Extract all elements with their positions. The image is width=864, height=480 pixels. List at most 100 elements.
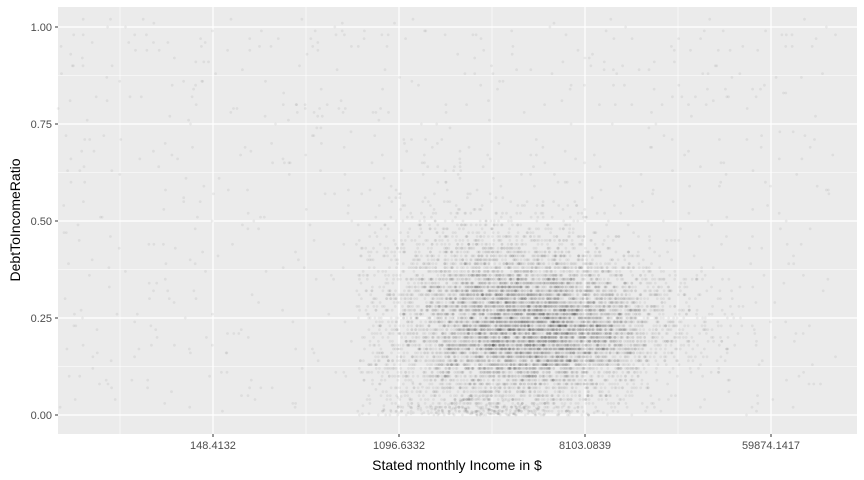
data-point	[739, 316, 742, 320]
data-point	[464, 351, 468, 355]
data-point	[589, 262, 593, 266]
data-point	[518, 328, 521, 331]
data-point	[488, 289, 492, 293]
data-point	[446, 363, 449, 366]
data-point	[620, 273, 623, 277]
data-point	[428, 367, 432, 370]
data-point	[633, 316, 637, 320]
data-point	[470, 273, 474, 277]
data-point	[504, 258, 507, 262]
data-point	[608, 293, 612, 297]
data-point	[640, 382, 644, 386]
data-point	[464, 367, 467, 370]
data-point	[595, 266, 599, 269]
data-point	[401, 308, 405, 312]
data-point	[497, 370, 501, 374]
data-point	[536, 273, 540, 277]
data-point	[536, 359, 540, 363]
data-point	[572, 273, 576, 277]
data-point	[375, 235, 379, 238]
data-point	[562, 266, 566, 269]
data-point	[461, 219, 465, 223]
data-point	[754, 343, 758, 347]
data-point	[542, 305, 545, 308]
data-point	[508, 390, 512, 394]
data-point	[513, 270, 517, 273]
data-point	[644, 343, 648, 347]
data-point	[527, 336, 531, 339]
data-point	[410, 324, 413, 328]
data-point	[377, 343, 381, 347]
data-point	[425, 355, 429, 359]
data-point	[636, 320, 640, 324]
data-point	[508, 390, 511, 394]
data-point	[475, 409, 479, 413]
data-point	[456, 347, 460, 351]
data-point	[665, 339, 669, 343]
data-point	[558, 355, 562, 359]
data-point	[462, 223, 466, 227]
data-point	[528, 374, 532, 378]
data-point	[501, 343, 504, 347]
data-point	[423, 351, 427, 355]
data-point	[550, 293, 554, 297]
data-point	[546, 359, 550, 363]
data-point	[516, 254, 520, 258]
data-point	[597, 390, 601, 394]
data-point	[529, 301, 532, 304]
data-point	[558, 266, 562, 269]
data-point	[394, 219, 398, 223]
data-point	[369, 293, 373, 297]
data-point	[432, 293, 436, 297]
data-point	[396, 258, 399, 262]
data-point	[550, 215, 554, 219]
data-point	[661, 312, 665, 316]
data-point	[552, 320, 555, 324]
data-point	[453, 308, 457, 312]
data-point	[415, 297, 419, 300]
data-point	[577, 363, 580, 366]
data-point	[438, 402, 442, 405]
data-point	[454, 281, 458, 285]
data-point	[551, 398, 555, 401]
data-point	[574, 266, 578, 269]
data-point	[643, 339, 646, 343]
data-point	[595, 367, 599, 370]
data-point	[534, 378, 537, 382]
data-point	[569, 266, 573, 269]
data-point	[513, 332, 516, 335]
data-point	[654, 359, 658, 363]
data-point	[466, 328, 470, 331]
data-point	[552, 285, 556, 289]
data-point	[527, 297, 531, 300]
data-point	[694, 297, 697, 300]
data-point	[461, 359, 465, 363]
data-point	[486, 336, 490, 339]
data-point	[567, 405, 571, 409]
data-point	[624, 308, 627, 312]
data-point	[434, 262, 438, 266]
data-point	[413, 297, 416, 300]
data-point	[587, 320, 590, 324]
data-point	[632, 231, 635, 235]
data-point	[501, 211, 504, 215]
data-point	[463, 250, 466, 254]
data-point	[520, 204, 524, 207]
data-point	[610, 293, 614, 297]
data-point	[578, 394, 581, 397]
data-point	[488, 289, 491, 293]
data-point	[400, 409, 403, 413]
data-point	[661, 305, 665, 308]
data-point	[552, 347, 556, 351]
data-point	[615, 277, 619, 281]
data-point	[613, 405, 617, 409]
data-point	[486, 378, 490, 382]
data-point	[467, 242, 471, 246]
data-point	[668, 273, 672, 277]
data-point	[509, 215, 513, 219]
data-point	[527, 328, 531, 331]
data-point	[647, 339, 651, 343]
data-point	[447, 320, 451, 324]
data-point	[438, 363, 441, 366]
data-point	[469, 211, 473, 215]
